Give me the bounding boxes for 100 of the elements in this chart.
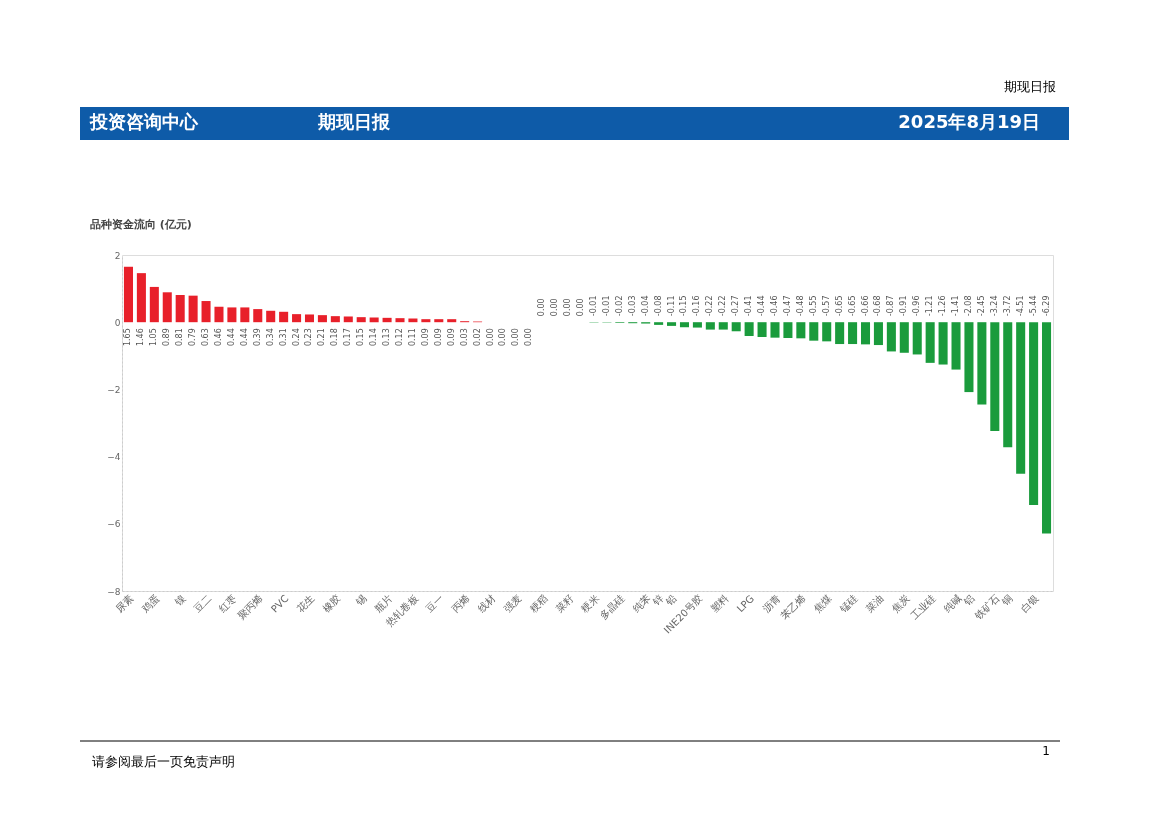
bar [279,311,289,323]
data-label: -6.29 [1041,295,1051,317]
bar [240,307,250,323]
text: 投资咨询中心 [89,111,199,132]
bar [860,322,871,345]
data-label: 0.81 [175,328,185,347]
data-label: 0.00 [576,298,586,317]
data-label: -1.41 [951,295,961,317]
bar [783,322,793,338]
data-label: -0.55 [808,295,818,317]
bar [356,317,366,323]
bar [149,286,159,323]
data-label: -5.44 [1028,295,1038,317]
bar [679,322,689,328]
data-label: -0.22 [718,295,728,317]
data-label: 0.00 [498,328,508,347]
x-tick-label: 铜 [999,592,1015,609]
data-label: 0.09 [420,328,430,347]
data-label: -4.51 [1015,295,1025,317]
y-tick-label: 2 [114,250,121,261]
bar [382,317,392,323]
x-tick-label: 锡 [352,592,369,609]
bar [770,322,780,338]
data-label: 0.00 [485,328,495,347]
bar [304,314,315,323]
data-label: -0.96 [912,295,922,317]
bar [136,273,146,323]
x-tick-label: 纯苯 [630,592,653,615]
data-label: 0.09 [433,328,443,347]
data-label: -3.24 [989,295,999,317]
x-tick-label: 线材 [475,592,498,615]
data-label: 0.34 [265,328,275,347]
bar [731,322,741,332]
data-label: 0.15 [356,328,366,347]
chart-title: 品种资金流向 (亿元) [90,218,192,231]
bar [201,301,211,323]
data-label: 0.13 [382,328,392,347]
bar [1003,322,1013,448]
bar [873,322,883,346]
bar [912,322,922,355]
data-label: 0.12 [395,328,405,347]
data-label: -2.08 [963,295,973,317]
y-tick-label: −8 [107,586,121,597]
data-label: -0.04 [640,295,650,317]
bar [964,322,974,393]
data-label: 0.17 [343,328,353,347]
bar [796,322,806,339]
data-label: 0.21 [317,328,327,347]
bar [654,322,664,325]
text: 请参阅最后一页免责声明 [92,754,235,769]
data-label: -0.01 [588,295,598,317]
bar [718,322,728,330]
x-tick-label: 粳稻 [527,592,550,615]
data-label: 0.02 [472,328,482,347]
data-label: -0.01 [601,295,611,317]
bar [744,322,754,336]
data-label: 0.00 [550,298,560,317]
data-label: -0.22 [705,295,715,317]
bar [188,295,198,323]
data-label: -0.65 [834,295,844,317]
data-label: 0.14 [369,328,379,347]
data-label: -0.91 [899,295,909,317]
data-label: -1.26 [938,295,948,317]
x-tick-label: 菜油 [863,592,886,615]
bar [1042,322,1052,534]
data-label: 0.23 [304,328,314,347]
x-tick-label: 白银 [1018,592,1041,615]
x-tick-label: 豆二 [191,592,214,615]
bar [938,322,948,365]
x-tick-label: 强麦 [501,592,524,615]
data-label: -0.47 [782,295,792,317]
bar [317,315,327,323]
data-label: 0.24 [291,328,301,347]
data-label: -1.21 [925,295,935,317]
x-tick-label: 聚丙烯 [235,592,265,622]
data-label: -0.66 [860,295,870,317]
bar [1029,322,1039,505]
data-label: -0.65 [847,295,857,317]
bar [925,322,935,363]
data-label: 0.44 [239,328,249,347]
bar [835,322,845,345]
bar [990,322,1000,432]
x-tick-label: 丙烯 [449,592,472,615]
data-label: 0.39 [252,328,262,347]
data-label: 0.18 [330,328,340,347]
data-label: 1.05 [149,328,159,347]
bar [899,322,909,353]
data-label: -0.44 [757,295,767,317]
bar [848,322,858,345]
bar [692,322,702,328]
data-label: -0.46 [769,295,779,317]
bar [330,316,340,323]
data-label: 0.63 [201,328,211,347]
bar [175,294,185,323]
bar [886,322,896,352]
data-label: 0.00 [511,328,521,347]
data-label: 0.00 [537,298,547,317]
data-label: -0.11 [666,295,676,317]
bar [343,316,353,323]
data-label: 0.00 [524,328,534,347]
